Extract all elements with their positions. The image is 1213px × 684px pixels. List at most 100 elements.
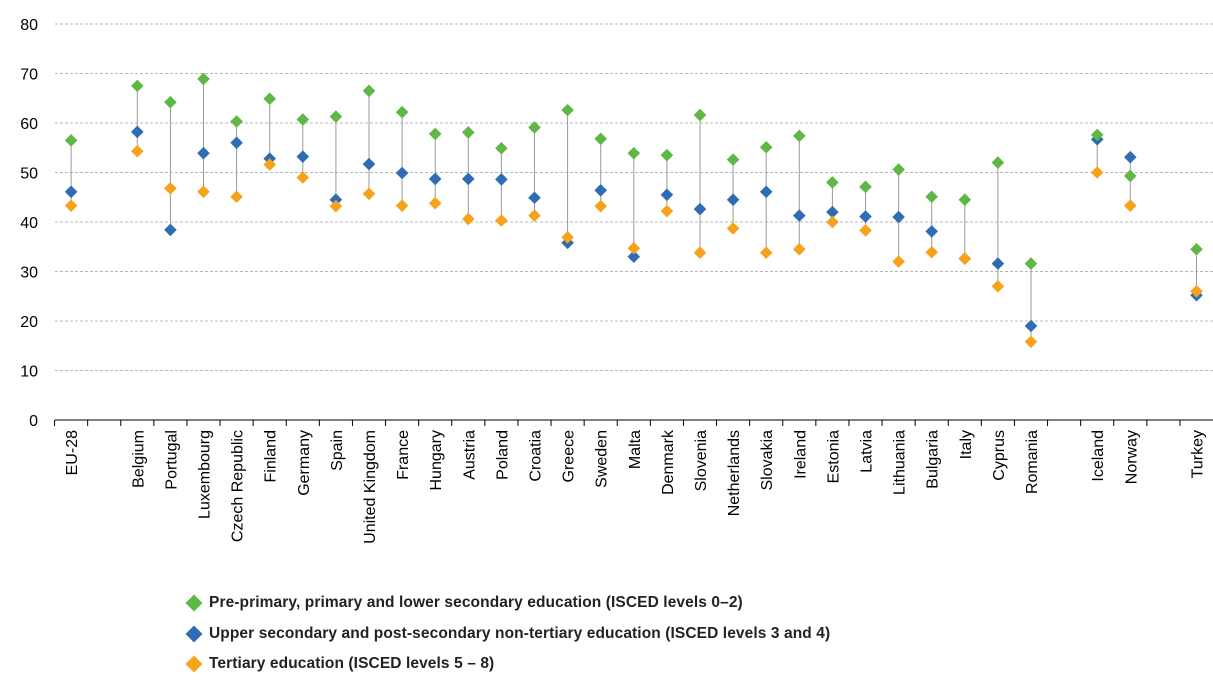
data-point-series-0 [164,95,177,109]
data-point-series-2 [660,204,674,218]
x-tick-label: Malta [627,430,644,469]
data-point-series-1 [759,185,773,199]
x-tick-label: Sweden [594,430,611,488]
data-point-series-0 [991,156,1005,169]
data-point-series-2 [991,280,1005,293]
data-point-series-0 [627,146,641,160]
x-tick-label: EU-28 [64,430,81,475]
legend-marker-tertiary [185,655,203,673]
data-point-series-2 [759,246,773,259]
y-tick-label: 20 [20,314,38,331]
data-point-series-2 [1124,199,1137,212]
data-point-series-2 [627,241,641,255]
data-point-series-1 [660,188,674,202]
y-tick-label: 80 [20,17,38,34]
data-point-series-2 [1090,166,1104,179]
legend-item-upper-secondary: Upper secondary and post-secondary non-t… [185,619,830,650]
x-tick-label: Estonia [825,430,842,483]
x-tick-label: Denmark [660,429,677,495]
data-point-series-2 [1190,285,1203,298]
x-tick-label: Finland [263,430,280,482]
data-point-series-0 [958,193,972,207]
x-tick-label: Latvia [859,430,876,473]
data-point-series-0 [660,148,674,162]
data-point-series-1 [428,172,442,186]
data-point-series-0 [594,132,607,146]
data-point-series-0 [925,190,938,204]
data-point-series-2 [462,212,475,226]
data-point-series-2 [329,199,343,213]
data-point-series-0 [197,72,210,86]
data-point-series-1 [892,210,905,224]
data-point-series-1 [329,193,343,207]
chart: 0 10 20 30 40 50 60 70 80 EU-28 Belgium Portugal Lu… [20,17,1213,544]
x-tick-label: Poland [494,430,511,480]
y-tick-label: 70 [20,67,38,84]
data-point-series-0 [561,103,574,117]
data-point-series-0 [859,180,872,194]
y-axis: 0 10 20 30 40 50 60 70 80 [20,17,38,430]
data-point-series-1 [693,202,707,216]
legend-label-upper-secondary: Upper secondary and post-secondary non-t… [209,624,831,642]
data-point-series-2 [561,231,574,244]
data-point-series-2 [693,246,707,259]
data-point-series-0 [528,121,541,134]
data-point-series-0 [296,113,310,126]
data-point-series-2 [859,224,872,237]
x-tick-label: Germany [296,430,313,496]
data-point-series-0 [329,110,343,123]
data-point-series-1 [164,223,177,237]
data-point-series-0 [230,115,243,128]
data-point-series-1 [296,150,310,163]
x-tick-label: Luxembourg [197,430,214,519]
x-tick-label: Norway [1123,430,1140,484]
data-point-series-0 [826,176,839,189]
y-tick-label: 30 [20,265,38,282]
x-tick-label: Slovenia [693,430,710,491]
x-tick-label: Belgium [130,430,147,488]
data-point-series-0 [362,84,376,98]
y-tick-label: 40 [20,215,38,232]
data-point-series-1 [528,191,541,205]
data-point-series-1 [395,166,409,180]
data-point-series-0 [462,126,475,139]
data-point-series-1 [64,185,78,199]
data-point-series-0 [495,141,508,155]
y-tick-label: 60 [20,116,38,133]
x-tick-label: Lithuania [892,430,909,495]
data-points [64,72,1203,349]
y-tick-label: 50 [20,166,38,183]
data-point-series-2 [925,245,938,259]
data-point-series-0 [892,163,905,176]
data-point-series-2 [395,199,409,212]
x-tick-label: Turkey [1190,430,1207,478]
x-tick-label: Portugal [163,430,180,490]
data-point-series-1 [131,125,144,139]
data-point-series-1 [726,193,740,207]
data-point-series-0 [428,127,442,141]
data-point-series-2 [793,242,806,256]
data-point-series-2 [428,196,442,210]
data-point-series-0 [1024,257,1038,270]
data-point-series-2 [892,255,905,268]
x-tick-label: Cyprus [991,430,1008,481]
range-lines [70,78,1197,342]
data-point-series-1 [991,257,1005,270]
data-point-series-2 [263,158,276,171]
data-point-series-0 [1190,242,1203,256]
data-point-series-2 [362,187,376,201]
x-tick-label: Netherlands [726,430,743,516]
x-tick-label: Romania [1024,430,1041,494]
data-point-series-0 [64,134,78,147]
data-point-series-0 [793,129,806,143]
x-tick-label: Hungary [428,430,445,490]
x-tick-label: Slovakia [759,430,776,491]
data-point-series-2 [197,185,210,199]
data-point-series-0 [263,92,276,106]
data-point-series-2 [495,214,508,227]
data-point-series-0 [131,79,144,93]
data-point-series-1 [859,210,872,223]
y-tick-label: 0 [29,413,38,430]
data-point-series-2 [594,199,607,213]
data-point-series-2 [131,144,144,158]
